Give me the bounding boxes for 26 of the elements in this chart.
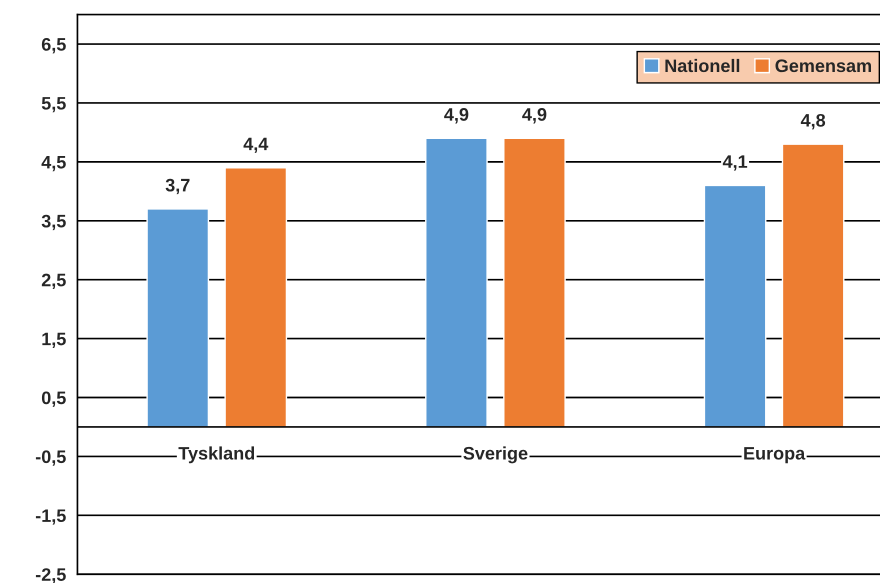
y-tick-label: 6,5: [42, 38, 66, 54]
data-label: 4,1: [722, 155, 748, 171]
y-tick-label: 5,5: [42, 97, 66, 112]
bar: [503, 138, 566, 428]
data-label: 4,9: [522, 108, 546, 124]
data-label: 3,7: [166, 178, 190, 194]
y-tick-label: 4,5: [42, 156, 66, 172]
bar: [224, 167, 288, 428]
data-label: 4,4: [244, 138, 268, 153]
y-tick-label: 2,5: [42, 274, 66, 290]
y-tick-label: 3,5: [42, 214, 66, 230]
y-tick-label: 0,5: [42, 391, 66, 407]
y-tick-label: -0,5: [36, 450, 66, 466]
bar: [146, 208, 210, 428]
bar: [425, 138, 488, 428]
data-label: 4,9: [444, 108, 468, 124]
legend-label: Gemensam: [776, 59, 871, 72]
y-tick-label: -1,5: [36, 509, 66, 525]
data-label: 4,8: [800, 114, 826, 130]
y-tick-label: 1,5: [42, 332, 66, 348]
bar: [782, 143, 844, 428]
legend-label: Nationell: [665, 58, 740, 72]
x-tick-label: Sverige: [463, 446, 528, 464]
x-tick-label: Europa: [744, 447, 806, 464]
bar: [704, 184, 766, 428]
x-tick-label: Tyskland: [178, 446, 254, 464]
